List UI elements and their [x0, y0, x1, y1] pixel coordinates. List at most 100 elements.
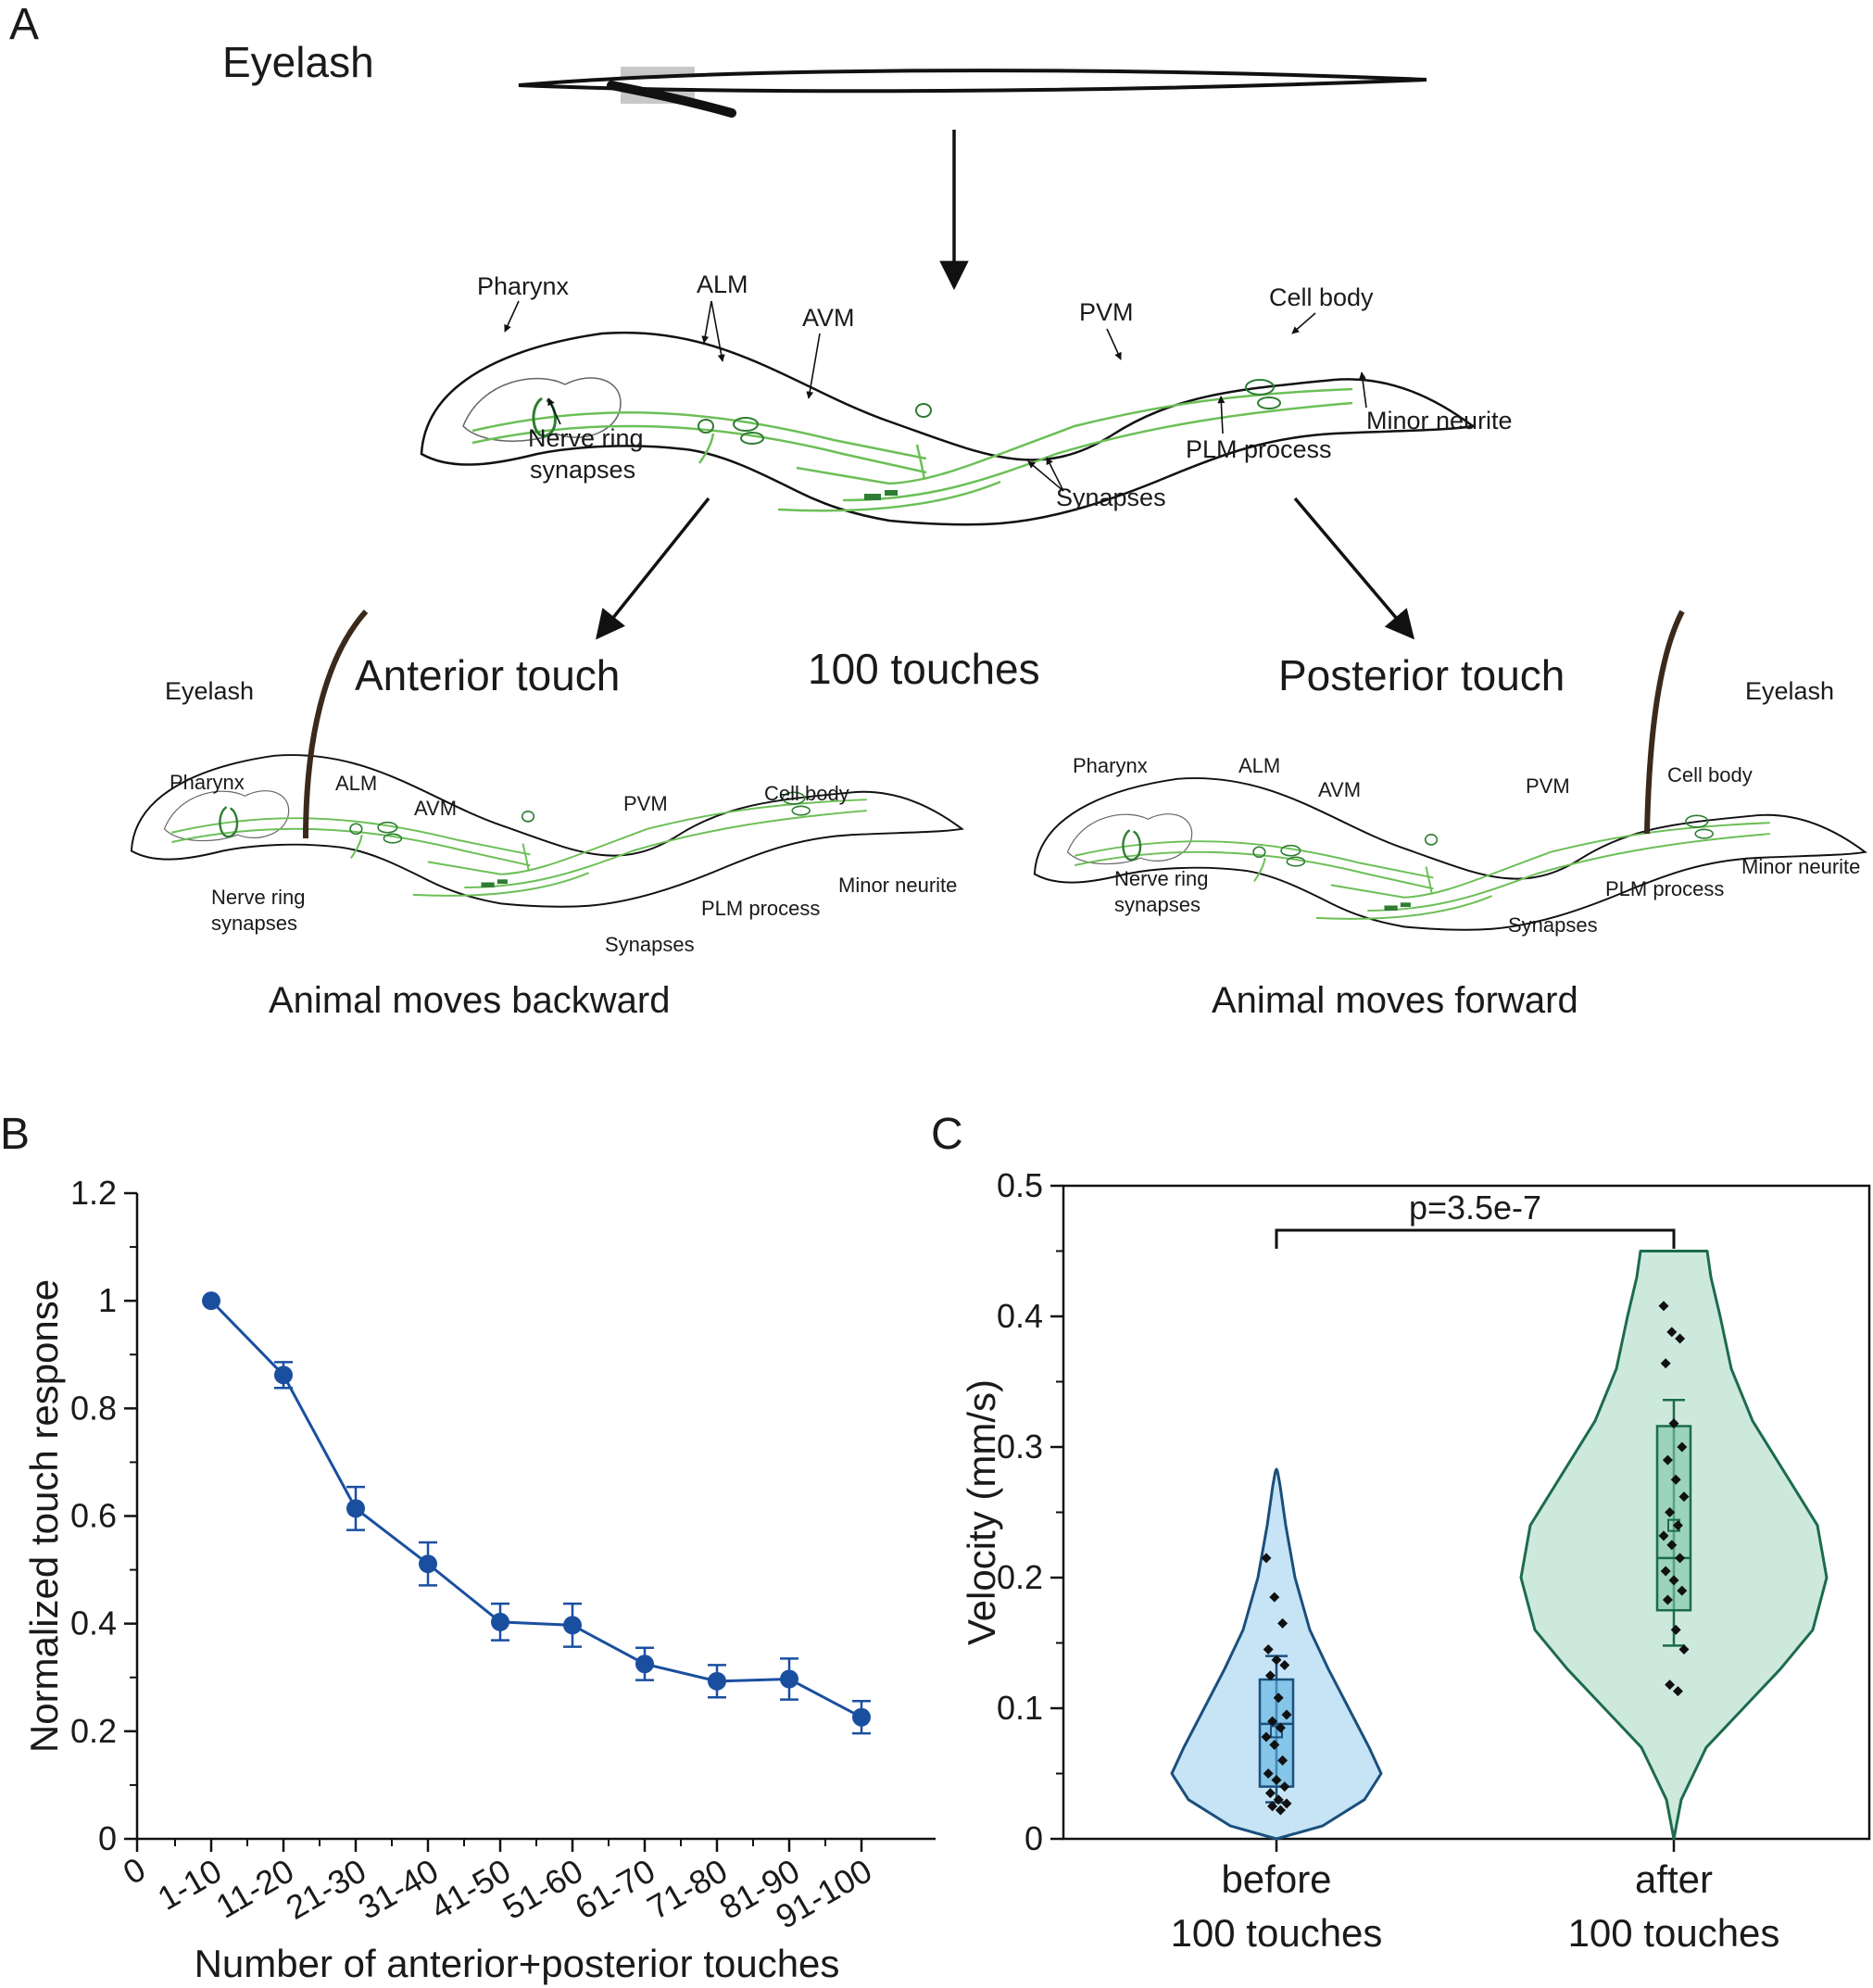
- eyelash-hair-left: [303, 609, 369, 839]
- data-point: [346, 1499, 365, 1518]
- right-nerve-ring-label-2: synapses: [1114, 893, 1200, 916]
- right-pvm-label: PVM: [1526, 774, 1570, 798]
- data-point: [1666, 1327, 1678, 1338]
- p-value-label: p=3.5e-7: [1409, 1189, 1541, 1227]
- data-point: [1665, 1507, 1676, 1517]
- right-avm-label: AVM: [1318, 778, 1361, 801]
- data-point: [1662, 1454, 1673, 1466]
- panel-c-letter: C: [931, 1110, 963, 1159]
- data-point: [1660, 1566, 1671, 1577]
- data-point: [1668, 1418, 1679, 1429]
- data-point: [708, 1671, 726, 1691]
- y-tick-label: 0.4: [70, 1604, 117, 1642]
- left-plm-process-label: PLM process: [701, 897, 820, 920]
- top-pharynx-label: Pharynx: [477, 272, 570, 300]
- y-axis-title: Normalized touch response: [22, 1279, 66, 1753]
- data-point: [274, 1365, 293, 1385]
- panel-a-letter: A: [9, 0, 39, 49]
- left-pharynx-label: Pharynx: [170, 771, 245, 794]
- eyelash-handle: [518, 69, 1427, 94]
- top-minor-neurite-label: Minor neurite: [1366, 407, 1513, 434]
- data-point: [1658, 1530, 1669, 1541]
- y-tick-label: 0: [98, 1819, 117, 1857]
- right-plm-process-label: PLM process: [1605, 877, 1724, 900]
- top-nerve-ring-label-2: synapses: [530, 456, 635, 484]
- left-cell-body-label: Cell body: [764, 782, 849, 805]
- right-synapses-label: Synapses: [1508, 913, 1598, 937]
- x-tick-label: 1-10: [151, 1851, 228, 1918]
- top-synapses-label: Synapses: [1056, 484, 1166, 511]
- eyelash-hair-right: [1644, 610, 1685, 835]
- arrow-to-anterior: [596, 497, 710, 640]
- anterior-touch-label: Anterior touch: [355, 651, 620, 699]
- data-point: [1263, 1644, 1274, 1655]
- violin-before: [1170, 1467, 1383, 1841]
- data-point: [1279, 1659, 1290, 1670]
- data-point: [1271, 1775, 1282, 1786]
- top-pvm-label: PVM: [1079, 298, 1134, 326]
- top-alm-label: ALM: [697, 271, 748, 298]
- eyelash-hair-tool: [518, 67, 1427, 118]
- y-tick-label: 0.2: [997, 1558, 1043, 1596]
- y-tick-label: 0.2: [70, 1712, 117, 1750]
- right-nerve-ring-label-1: Nerve ring: [1114, 867, 1208, 890]
- y-tick-label: 0.8: [70, 1389, 117, 1427]
- y-tick-label: 0: [1024, 1819, 1043, 1857]
- top-avm-label: AVM: [802, 304, 855, 332]
- data-point: [1269, 1592, 1280, 1603]
- data-point: [1665, 1680, 1676, 1691]
- data-point: [1277, 1617, 1288, 1629]
- data-point: [1281, 1709, 1292, 1720]
- left-worm: [130, 753, 963, 908]
- data-point: [852, 1707, 871, 1727]
- data-point: [635, 1655, 654, 1674]
- data-point: [1670, 1474, 1681, 1485]
- y-tick-label: 0.5: [997, 1166, 1043, 1204]
- left-nerve-ring-label-2: synapses: [211, 912, 297, 935]
- y-tick-label: 0.3: [997, 1428, 1043, 1466]
- data-point: [1670, 1624, 1681, 1635]
- data-point: [1273, 1794, 1284, 1806]
- data-point: [202, 1291, 220, 1311]
- data-point: [1675, 1553, 1686, 1564]
- left-nerve-ring-label-1: Nerve ring: [211, 886, 305, 909]
- data-point: [1261, 1553, 1272, 1564]
- x-zero-label: 0: [117, 1850, 152, 1893]
- data-point: [1666, 1540, 1678, 1551]
- data-point: [1675, 1333, 1686, 1344]
- hundred-touches-label: 100 touches: [808, 645, 1040, 693]
- right-cell-body-label: Cell body: [1667, 763, 1753, 786]
- series-line: [209, 1300, 862, 1719]
- moves-backward-label: Animal moves backward: [269, 980, 671, 1021]
- data-point: [1267, 1716, 1278, 1727]
- posterior-touch-label: Posterior touch: [1278, 651, 1565, 699]
- mean-marker: [1270, 1725, 1283, 1739]
- data-point: [1277, 1755, 1288, 1766]
- significance-bracket: [1275, 1228, 1676, 1249]
- data-point: [491, 1612, 509, 1631]
- moves-forward-label: Animal moves forward: [1212, 980, 1578, 1021]
- data-point: [1678, 1644, 1690, 1655]
- eyelash-title: Eyelash: [222, 38, 374, 86]
- data-point: [1662, 1594, 1673, 1605]
- data-point: [1267, 1801, 1278, 1812]
- y-tick-label: 0.6: [70, 1497, 117, 1535]
- data-point: [1672, 1520, 1683, 1531]
- x-tick-label: 11-20: [209, 1851, 300, 1925]
- right-minor-neurite-label: Minor neurite: [1741, 855, 1860, 878]
- y-tick-label: 0.1: [997, 1689, 1043, 1727]
- eyelash-tip: [607, 81, 736, 118]
- x-group-label-line2: 100 touches: [1568, 1911, 1780, 1955]
- y-tick-label: 1.2: [70, 1174, 117, 1212]
- eyelash-left-label: Eyelash: [165, 677, 254, 705]
- panel-b-letter: B: [0, 1110, 30, 1159]
- data-point: [1678, 1491, 1690, 1503]
- data-point: [1273, 1692, 1284, 1704]
- data-point: [1263, 1768, 1274, 1779]
- right-pharynx-label: Pharynx: [1073, 754, 1148, 777]
- data-point: [1677, 1585, 1688, 1596]
- left-avm-label: AVM: [414, 797, 457, 820]
- data-point: [1672, 1686, 1683, 1697]
- data-point: [1281, 1798, 1292, 1809]
- data-point: [1264, 1670, 1276, 1681]
